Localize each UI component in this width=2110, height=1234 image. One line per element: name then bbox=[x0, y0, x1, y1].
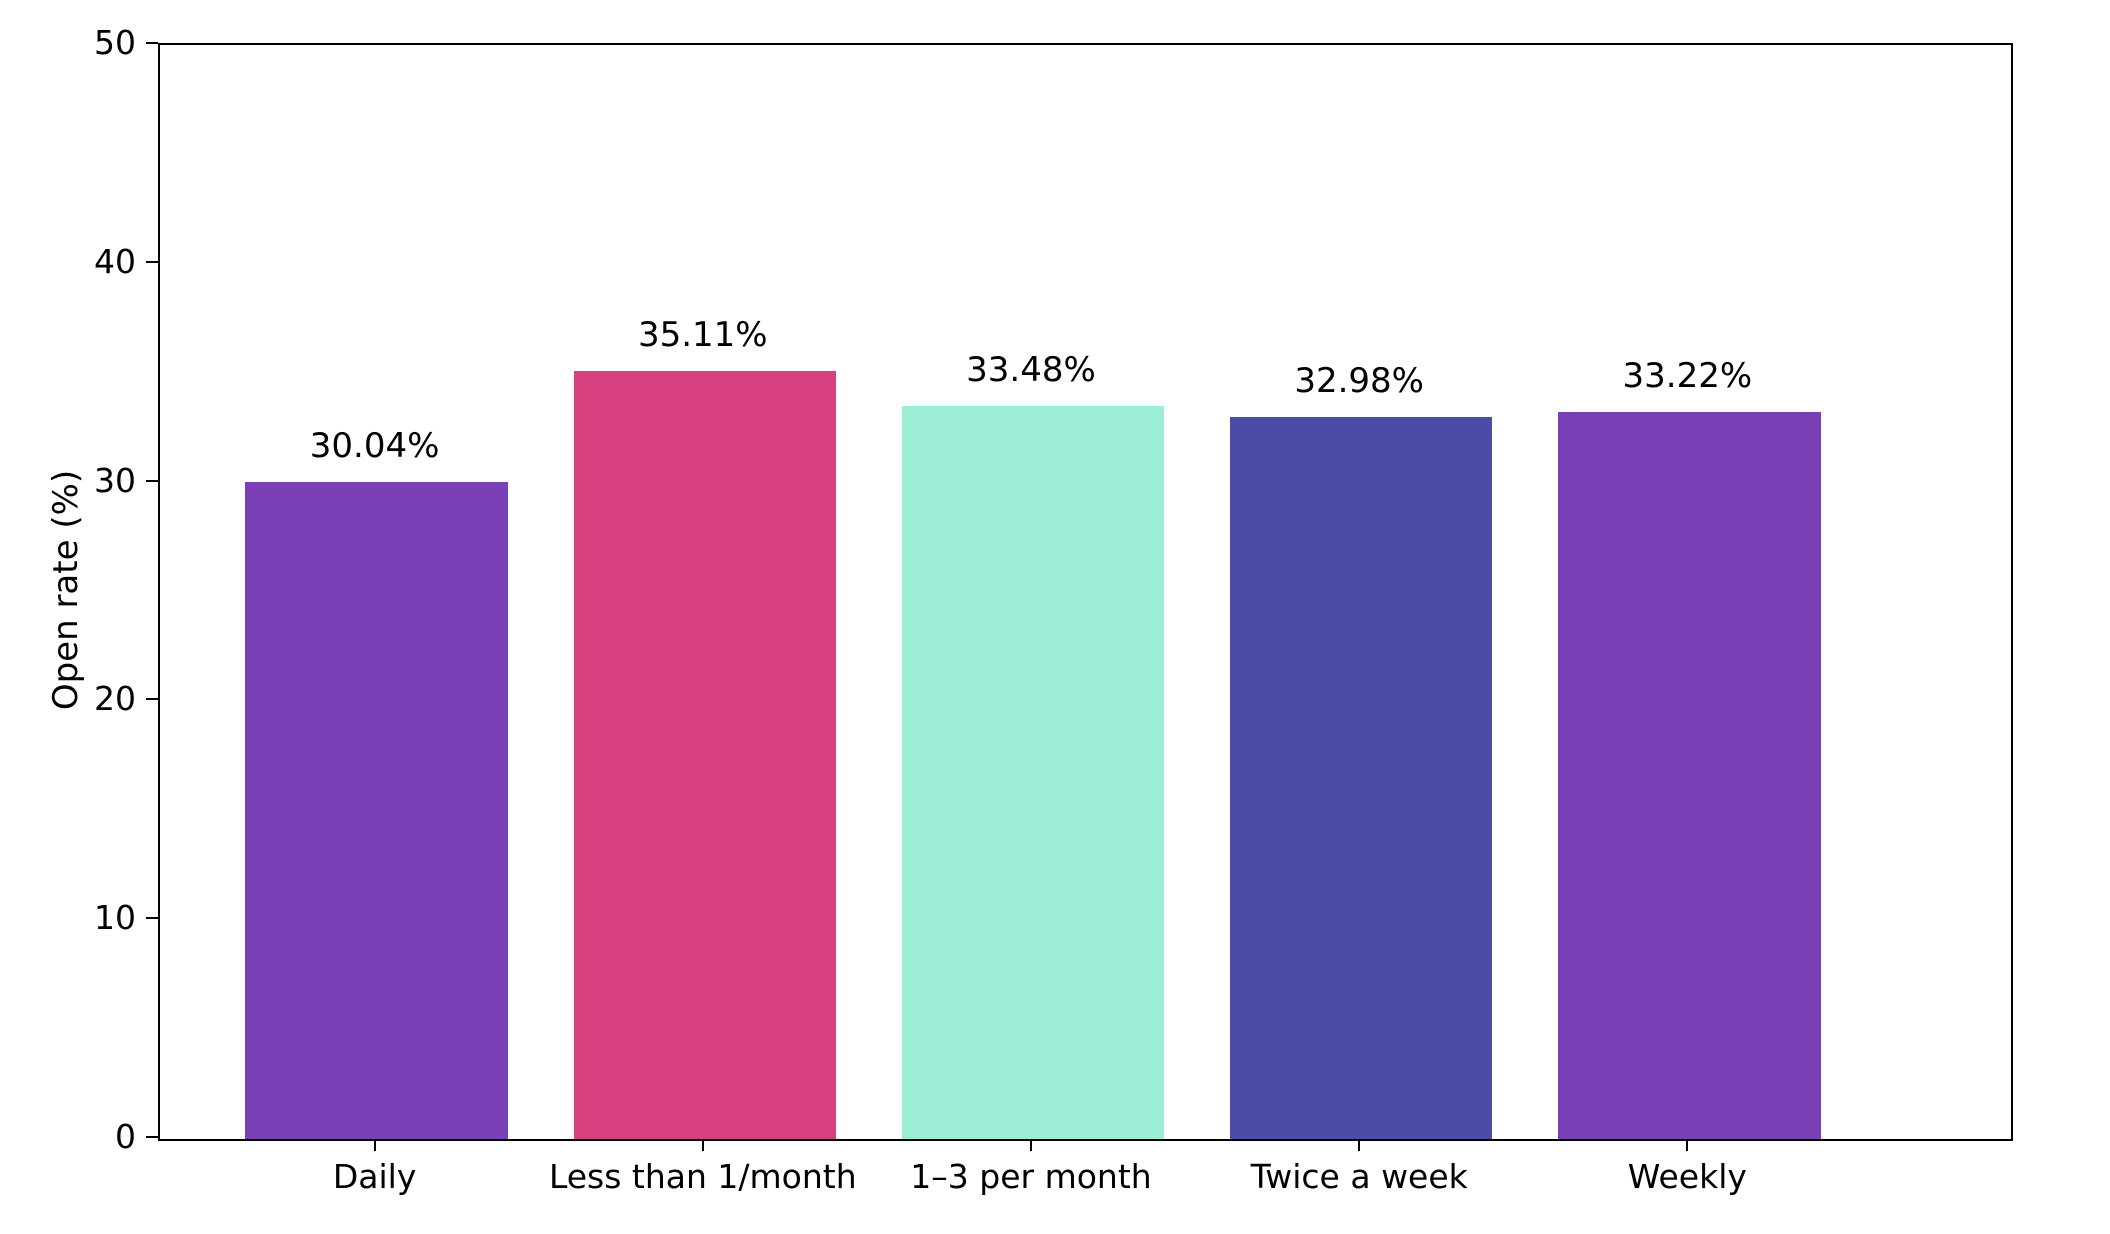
plot-area bbox=[158, 43, 2013, 1141]
x-tick-label: 1–3 per month bbox=[910, 1157, 1152, 1196]
y-tick-mark bbox=[146, 917, 158, 920]
bar-value-label: 33.22% bbox=[1622, 356, 1753, 397]
x-tick-mark bbox=[701, 1139, 704, 1151]
y-tick-mark bbox=[146, 479, 158, 482]
bar bbox=[1558, 412, 1821, 1139]
bar bbox=[1229, 417, 1493, 1139]
bar-value-label: 33.48% bbox=[966, 350, 1096, 391]
y-tick-label: 40 bbox=[94, 241, 136, 281]
x-tick-mark bbox=[1686, 1139, 1689, 1151]
x-tick-mark bbox=[1358, 1139, 1361, 1151]
y-tick-mark bbox=[146, 1136, 158, 1138]
bar-value-label: 32.98% bbox=[1294, 361, 1424, 402]
y-tick-label: 0 bbox=[115, 1117, 136, 1156]
x-tick-label: Less than 1/month bbox=[548, 1157, 857, 1196]
x-tick-label: Twice a week bbox=[1250, 1157, 1468, 1196]
x-tick-mark bbox=[373, 1139, 376, 1151]
x-tick-mark bbox=[1029, 1139, 1032, 1151]
bar-value-label: 30.04% bbox=[309, 425, 440, 466]
bar-value-label: 35.11% bbox=[637, 314, 768, 355]
y-tick-label: 20 bbox=[94, 679, 136, 719]
y-tick-mark bbox=[146, 260, 158, 263]
y-axis-title: Open rate (%) bbox=[46, 469, 86, 711]
bar bbox=[901, 406, 1165, 1139]
bar bbox=[573, 370, 837, 1139]
bar bbox=[245, 481, 508, 1139]
y-tick-mark bbox=[146, 698, 158, 701]
x-tick-label: Daily bbox=[332, 1157, 417, 1196]
y-tick-mark bbox=[146, 42, 158, 44]
y-tick-label: 10 bbox=[94, 898, 136, 938]
x-tick-label: Weekly bbox=[1627, 1157, 1747, 1196]
y-tick-label: 50 bbox=[94, 23, 136, 62]
y-tick-label: 30 bbox=[94, 460, 136, 500]
